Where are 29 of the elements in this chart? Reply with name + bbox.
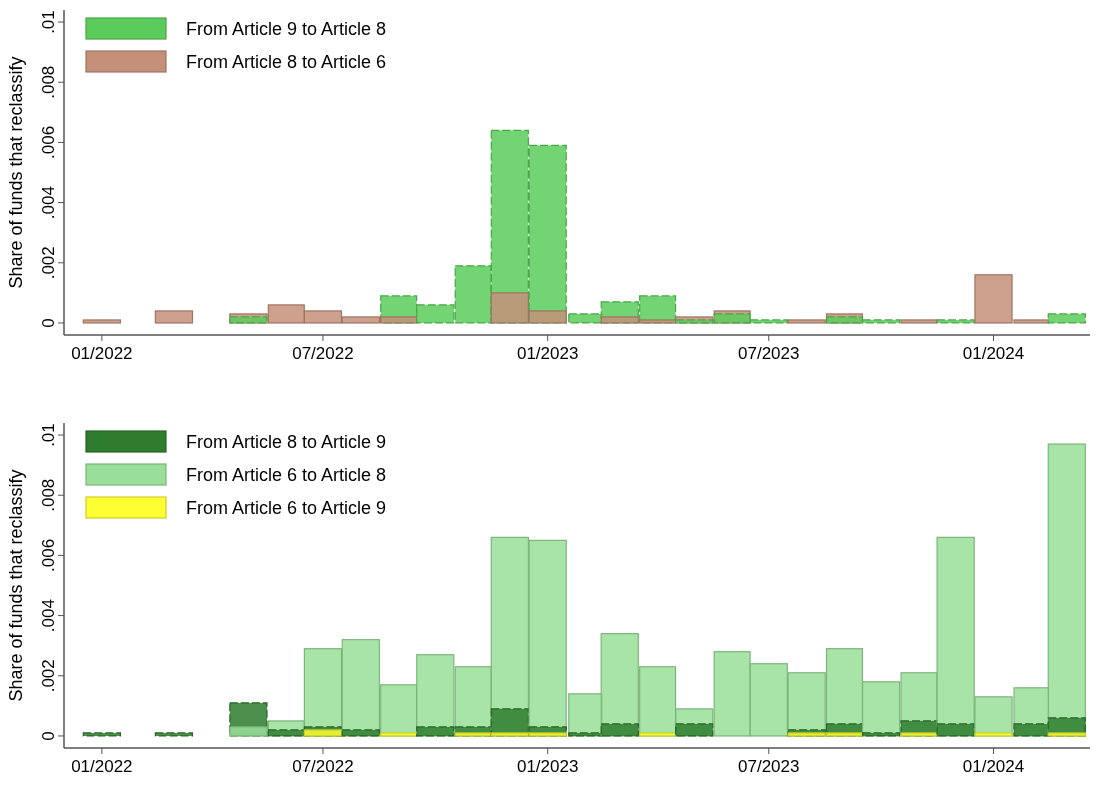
x-tick-label: 01/2022 bbox=[71, 757, 133, 776]
y-tick-label: .004 bbox=[39, 599, 58, 633]
y-tick-label: .002 bbox=[39, 246, 58, 280]
x-tick-label: 07/2022 bbox=[292, 344, 354, 363]
y-axis-title: Share of funds that reclassify bbox=[6, 56, 26, 289]
legend-label: From Article 8 to Article 9 bbox=[186, 432, 387, 452]
y-tick-label: .008 bbox=[39, 65, 58, 99]
x-tick-label: 01/2022 bbox=[71, 344, 133, 363]
x-tick-label: 07/2023 bbox=[738, 344, 800, 363]
y-tick-label: .006 bbox=[39, 538, 58, 572]
y-tick-label: .01 bbox=[39, 423, 58, 447]
legend-label: From Article 8 to Article 6 bbox=[186, 52, 387, 72]
y-tick-label: .004 bbox=[39, 186, 58, 220]
y-tick-label: .008 bbox=[39, 478, 58, 512]
legend-label: From Article 9 to Article 8 bbox=[186, 19, 387, 39]
y-axis-title: Share of funds that reclassify bbox=[6, 469, 26, 702]
x-tick-label: 01/2023 bbox=[516, 344, 579, 363]
x-tick-label: 01/2024 bbox=[962, 757, 1025, 776]
y-tick-label: .01 bbox=[39, 10, 58, 34]
x-tick-label: 01/2023 bbox=[516, 757, 579, 776]
legend-label: From Article 6 to Article 9 bbox=[186, 498, 387, 518]
x-tick-label: 07/2023 bbox=[738, 757, 800, 776]
y-tick-label: 0 bbox=[39, 731, 58, 741]
x-tick-label: 07/2022 bbox=[292, 757, 354, 776]
y-tick-label: .006 bbox=[39, 125, 58, 159]
y-tick-label: 0 bbox=[39, 318, 58, 328]
x-tick-label: 01/2024 bbox=[962, 344, 1025, 363]
legend-label: From Article 6 to Article 8 bbox=[186, 465, 387, 485]
y-tick-label: .002 bbox=[39, 659, 58, 693]
